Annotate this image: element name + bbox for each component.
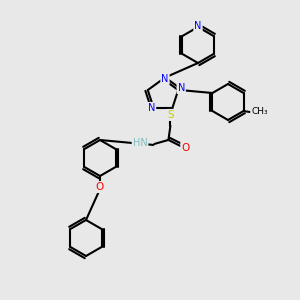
Text: O: O	[181, 143, 190, 153]
Text: CH₃: CH₃	[252, 107, 268, 116]
Text: HN: HN	[133, 138, 147, 148]
Text: N: N	[178, 83, 185, 93]
Text: O: O	[96, 182, 104, 192]
Text: N: N	[161, 74, 169, 84]
Text: N: N	[194, 21, 202, 31]
Text: S: S	[167, 110, 174, 120]
Text: N: N	[148, 103, 155, 113]
